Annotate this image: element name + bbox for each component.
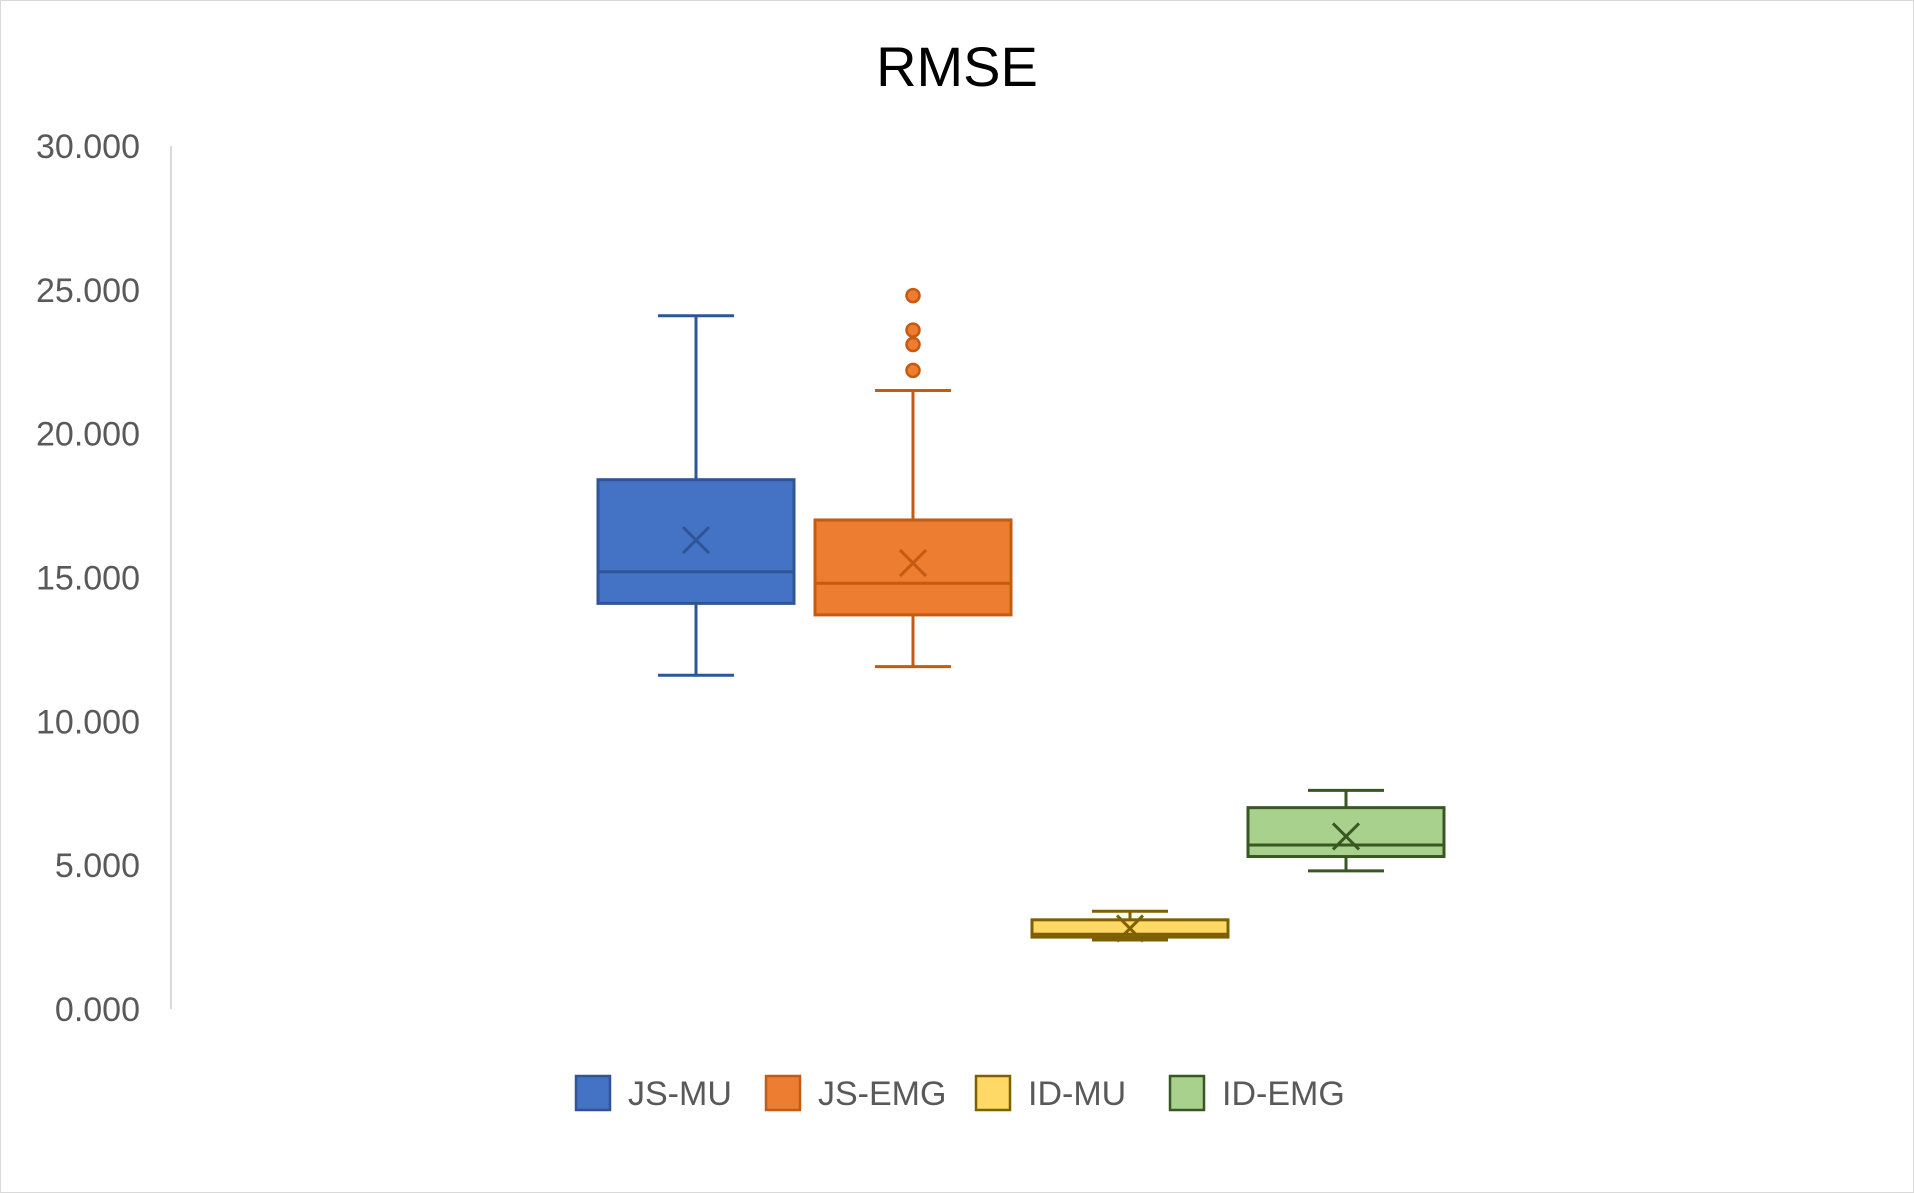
legend-swatch xyxy=(574,1074,612,1112)
y-tick-label: 15.000 xyxy=(36,560,140,598)
legend-swatch xyxy=(1168,1074,1206,1112)
y-tick-label: 5.000 xyxy=(55,847,140,885)
outlier-point xyxy=(905,336,921,353)
legend: JS-MU JS-EMG ID-MU ID-EMG xyxy=(574,1074,1345,1113)
y-tick-label: 20.000 xyxy=(36,416,140,454)
box-id-mu xyxy=(1030,909,1230,943)
y-tick-label: 0.000 xyxy=(55,991,140,1029)
legend-swatch xyxy=(764,1074,802,1112)
outlier-point xyxy=(905,322,921,338)
box-id-emg xyxy=(1246,788,1446,873)
legend-item-id-emg: ID-EMG xyxy=(1168,1074,1345,1113)
iqr-box xyxy=(813,518,1013,617)
legend-item-id-mu: ID-MU xyxy=(974,1074,1126,1113)
outlier-point xyxy=(905,362,921,379)
outlier-point xyxy=(905,287,921,304)
mean-marker xyxy=(1115,914,1145,943)
legend-label: ID-MU xyxy=(1028,1075,1126,1113)
legend-item-js-emg: JS-EMG xyxy=(764,1074,946,1113)
y-tick-label: 25.000 xyxy=(36,272,140,310)
legend-label: JS-MU xyxy=(628,1075,732,1113)
chart-title: RMSE xyxy=(876,35,1038,98)
iqr-box xyxy=(1246,806,1446,859)
legend-label: ID-EMG xyxy=(1222,1075,1345,1113)
mean-marker xyxy=(898,549,928,578)
box-js-mu xyxy=(596,314,796,677)
box-js-emg xyxy=(813,287,1013,669)
legend-label: JS-EMG xyxy=(818,1075,946,1113)
legend-swatch xyxy=(974,1074,1012,1112)
mean-marker xyxy=(681,526,711,555)
mean-marker xyxy=(1331,822,1361,851)
y-tick-label: 10.000 xyxy=(36,703,140,741)
y-tick-label: 30.000 xyxy=(36,128,140,166)
y-axis-ticks: 0.000 5.000 10.000 15.000 20.000 25.000 30.000 xyxy=(36,128,140,1029)
legend-item-js-mu: JS-MU xyxy=(574,1074,732,1113)
box-series xyxy=(596,287,1446,943)
